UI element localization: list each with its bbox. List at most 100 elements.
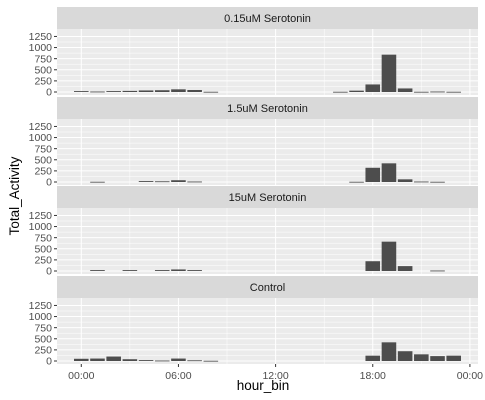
data-bar: [414, 354, 429, 361]
y-tick-label: 1000: [29, 221, 53, 233]
plot-panel-background: [57, 208, 478, 274]
data-bar: [365, 84, 381, 92]
x-tick-label: 06:00: [165, 370, 191, 382]
facet-strip-label: 0.15uM Serotonin: [224, 13, 311, 25]
y-tick-label: 1250: [29, 121, 53, 133]
y-tick-label: 750: [34, 322, 52, 334]
data-bar: [430, 91, 445, 93]
data-bar: [122, 270, 138, 271]
facet-strip: [57, 186, 478, 208]
data-bar: [430, 356, 445, 361]
data-bar: [397, 351, 413, 361]
data-bar: [171, 89, 186, 92]
x-tick-label: 00:00: [457, 370, 483, 382]
y-tick-label: 500: [34, 333, 52, 345]
data-bar: [74, 91, 89, 92]
data-bar: [203, 91, 219, 93]
y-tick-label: 0: [46, 266, 52, 278]
data-bar: [171, 269, 186, 271]
y-axis-title: Total_Activity: [7, 156, 22, 235]
x-tick-label: 18:00: [360, 370, 386, 382]
data-bar: [154, 181, 170, 183]
data-bar: [365, 167, 381, 182]
y-tick-label: 0: [46, 356, 52, 368]
data-bar: [138, 181, 154, 182]
data-bar: [154, 90, 170, 92]
data-bar: [187, 360, 202, 362]
data-bar: [122, 359, 138, 361]
plot-panel-background: [57, 298, 478, 364]
data-bar: [187, 90, 202, 92]
x-axis: 00:00 06:00 12:00 18:00 00:00: [68, 364, 483, 382]
panels-layer: 0.15uM Serotonin0250500750100012501.5uM …: [29, 7, 478, 368]
data-bar: [430, 270, 445, 272]
facet-strip-label: 1.5uM Serotonin: [227, 103, 308, 115]
y-tick-label: 1000: [29, 132, 53, 144]
data-bar: [446, 355, 461, 361]
data-bar: [381, 54, 397, 92]
facet-strip: [57, 7, 478, 29]
facet-strip-label: 15uM Serotonin: [229, 192, 307, 204]
x-tick-label: 12:00: [262, 370, 288, 382]
y-tick-label: 1000: [29, 311, 53, 323]
data-bar: [381, 241, 397, 271]
data-bar: [414, 181, 429, 183]
plot-panel-background: [57, 29, 478, 95]
data-bar: [430, 181, 445, 183]
data-bar: [171, 180, 186, 182]
x-axis-title: hour_bin: [237, 378, 290, 393]
data-bar: [106, 356, 121, 361]
y-tick-label: 250: [34, 165, 52, 177]
data-bar: [187, 181, 202, 183]
data-bar: [154, 360, 170, 362]
data-bar: [203, 360, 219, 362]
x-tick-label: 00:00: [68, 370, 94, 382]
y-tick-label: 250: [34, 254, 52, 266]
data-bar: [333, 91, 348, 93]
data-bar: [381, 163, 397, 182]
y-tick-label: 500: [34, 154, 52, 166]
data-bar: [365, 355, 381, 361]
y-tick-label: 750: [34, 53, 52, 65]
data-bar: [446, 91, 461, 93]
plot-panel-background: [57, 119, 478, 185]
data-bar: [349, 90, 364, 92]
data-bar: [154, 270, 170, 271]
y-tick-label: 250: [34, 75, 52, 87]
y-tick-label: 1250: [29, 31, 53, 43]
data-bar: [171, 358, 186, 361]
data-bar: [74, 358, 89, 361]
facet-strip-label: Control: [250, 282, 285, 294]
y-tick-label: 500: [34, 243, 52, 255]
data-bar: [106, 91, 121, 92]
y-tick-label: 250: [34, 344, 52, 356]
data-bar: [397, 88, 413, 92]
data-bar: [381, 342, 397, 361]
data-bar: [365, 261, 381, 271]
y-tick-label: 750: [34, 143, 52, 155]
y-tick-label: 500: [34, 64, 52, 76]
data-bar: [122, 90, 138, 92]
data-bar: [397, 266, 413, 271]
facet-strip: [57, 276, 478, 298]
y-tick-label: 1250: [29, 300, 53, 312]
data-bar: [138, 90, 154, 92]
data-bar: [90, 358, 105, 361]
data-bar: [90, 181, 105, 183]
y-tick-label: 0: [46, 177, 52, 189]
y-tick-label: 1000: [29, 42, 53, 54]
y-tick-label: 1250: [29, 210, 53, 222]
y-tick-label: 750: [34, 232, 52, 244]
y-tick-label: 0: [46, 87, 52, 99]
data-bar: [187, 270, 202, 271]
data-bar: [90, 91, 105, 93]
data-bar: [397, 179, 413, 182]
facet-strip: [57, 97, 478, 119]
data-bar: [138, 360, 154, 361]
data-bar: [414, 91, 429, 93]
